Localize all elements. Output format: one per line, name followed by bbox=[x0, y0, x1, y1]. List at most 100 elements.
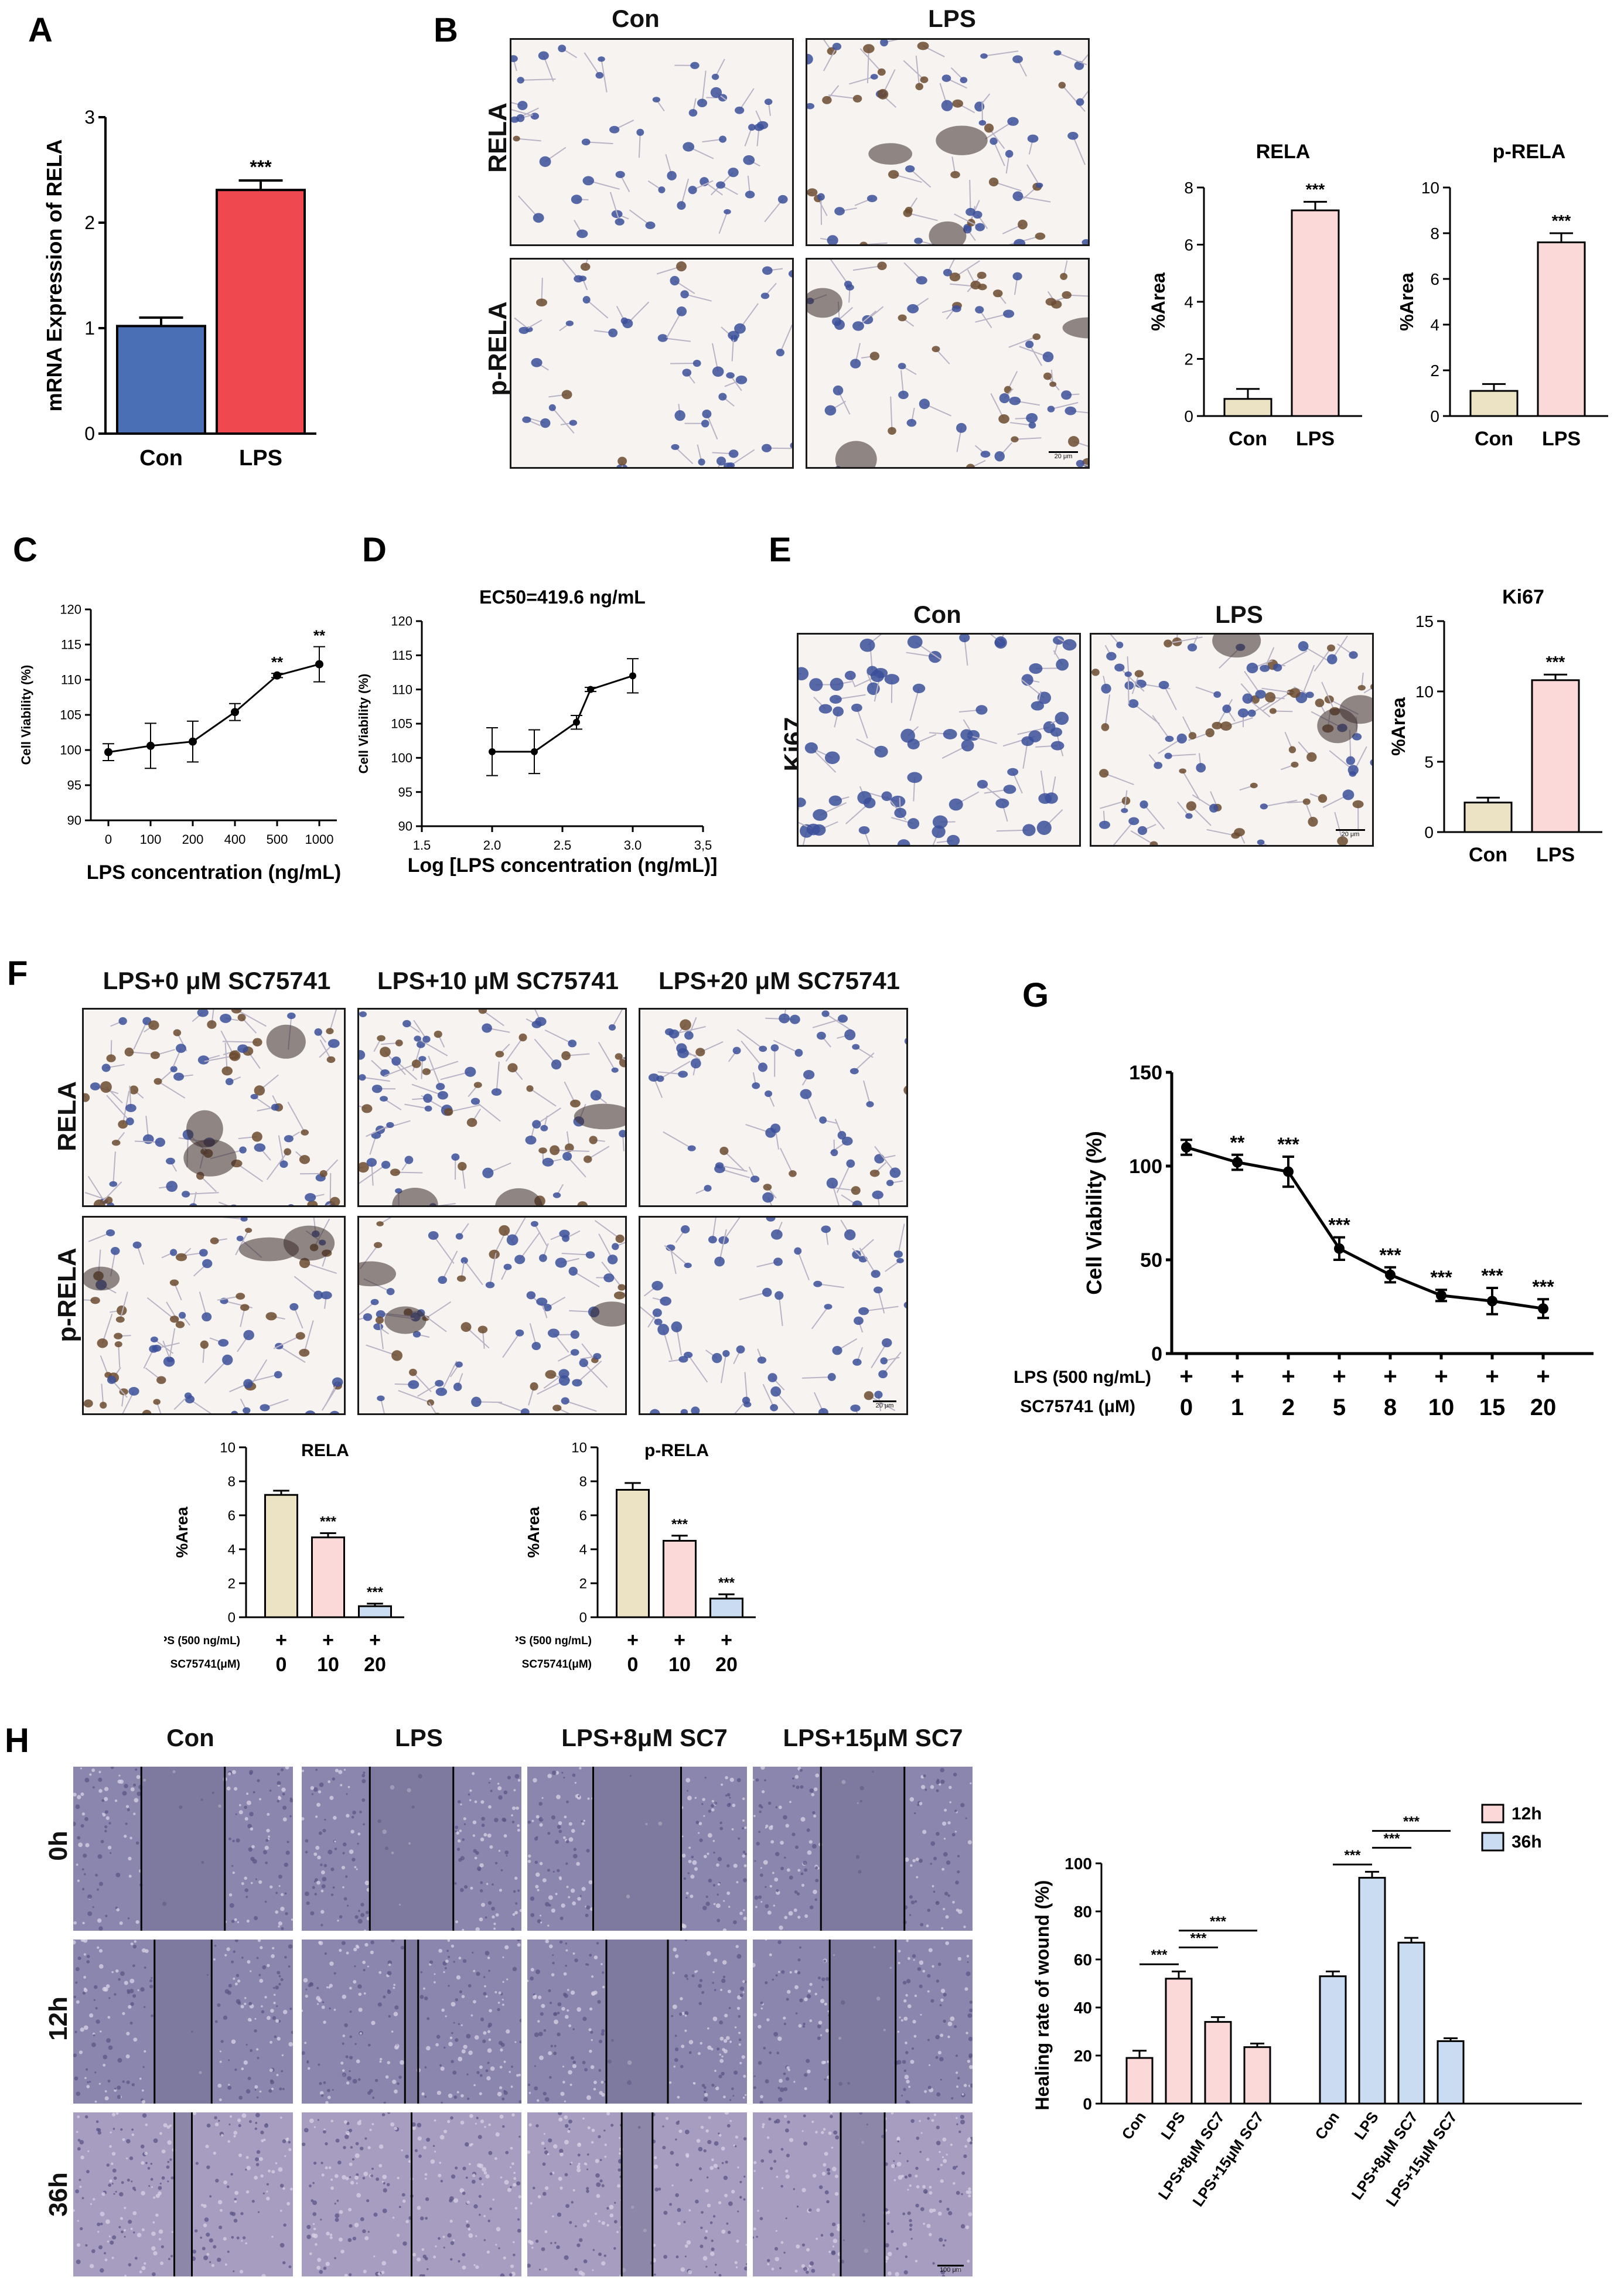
cell-nucleus bbox=[239, 1146, 247, 1154]
micrograph-f-20-prela bbox=[639, 1216, 908, 1415]
cell-dot bbox=[777, 2087, 780, 2090]
cell-dot bbox=[965, 1817, 967, 1819]
cell-dot bbox=[583, 2259, 588, 2264]
cell-dot bbox=[722, 2048, 725, 2051]
cell-dot bbox=[576, 1862, 581, 1866]
cell-dot bbox=[742, 2097, 745, 2099]
cell-dot bbox=[271, 2235, 274, 2238]
cell-nucleus bbox=[878, 1370, 888, 1379]
cell-nucleus bbox=[636, 128, 644, 136]
cell-dot bbox=[945, 1915, 949, 1919]
cell-dot bbox=[824, 2002, 827, 2006]
cell-dot bbox=[73, 1821, 76, 1826]
cell-dot bbox=[480, 1837, 485, 1842]
cell-dot bbox=[79, 2050, 83, 2054]
cell-dot bbox=[286, 1840, 289, 1843]
cell-dot bbox=[278, 1874, 282, 1879]
cell-dot bbox=[753, 1815, 756, 1817]
cell-dot bbox=[305, 1850, 308, 1854]
cell-dot bbox=[619, 2137, 621, 2139]
wound-texture bbox=[527, 1940, 747, 2104]
cell-dot bbox=[235, 1813, 237, 1815]
cell-dot bbox=[289, 2187, 293, 2191]
cell-dot bbox=[76, 2243, 80, 2247]
cell-dot bbox=[340, 2249, 344, 2254]
cell-dot bbox=[706, 1951, 711, 1956]
cell-dot bbox=[317, 2258, 322, 2262]
x-tick-label: LPS+15μM SC7 bbox=[1189, 2108, 1267, 2210]
cell-dot bbox=[255, 1878, 258, 1880]
cell-dot bbox=[473, 2264, 476, 2266]
cell-process bbox=[907, 212, 938, 221]
cell-dot bbox=[206, 2252, 210, 2256]
cell-dot bbox=[919, 1984, 923, 1988]
cell-dot bbox=[568, 1896, 571, 1899]
cell-dot bbox=[125, 2157, 128, 2160]
cell-nucleus bbox=[260, 1404, 270, 1412]
cell-dot bbox=[383, 2188, 387, 2193]
cell-dot bbox=[684, 1974, 688, 1978]
cell-dot bbox=[401, 2193, 405, 2197]
cell-dot bbox=[479, 1863, 484, 1867]
cell-dot bbox=[578, 1795, 580, 1798]
cell-dot bbox=[683, 2221, 686, 2224]
cell-dot bbox=[341, 1941, 346, 1945]
cell-dot bbox=[460, 1856, 465, 1860]
cell-nucleus bbox=[1326, 654, 1338, 664]
cell-dot bbox=[337, 2160, 342, 2165]
panel-h-row-0h: 0h bbox=[44, 1831, 73, 1861]
cell-dot bbox=[824, 2190, 829, 2195]
cell-dot bbox=[511, 1806, 516, 1811]
cell-dot bbox=[228, 2084, 230, 2086]
cell-dot bbox=[387, 1971, 392, 1976]
cell-dot bbox=[501, 2003, 504, 2006]
cell-dot bbox=[920, 2207, 924, 2211]
wound-texture bbox=[73, 1940, 293, 2104]
y-tick-label: 0 bbox=[1430, 407, 1439, 425]
cell-nucleus bbox=[676, 306, 687, 316]
cell-nucleus bbox=[1128, 699, 1139, 708]
cell-dot bbox=[261, 2010, 265, 2013]
cell-dot bbox=[139, 2270, 142, 2274]
cell-dot bbox=[269, 1885, 273, 1889]
cell-dot bbox=[674, 2047, 679, 2051]
cell-dot bbox=[557, 2032, 561, 2037]
dose-label: 20 bbox=[364, 1654, 386, 1676]
cell-dot bbox=[830, 2233, 834, 2237]
cell-dot bbox=[390, 1785, 395, 1790]
cell-nucleus bbox=[975, 306, 984, 313]
cell-dot bbox=[940, 1780, 945, 1784]
cell-process bbox=[1130, 830, 1154, 845]
cell-dot bbox=[241, 2067, 244, 2071]
cell-nucleus bbox=[844, 281, 852, 288]
cell-dot bbox=[539, 2055, 544, 2060]
cell-nucleus bbox=[775, 1291, 784, 1300]
cell-dot bbox=[766, 2136, 770, 2139]
cell-dot bbox=[95, 2120, 99, 2124]
cell-dot bbox=[129, 1989, 134, 1993]
cell-dot bbox=[913, 1959, 915, 1961]
cell-process bbox=[438, 1203, 456, 1205]
cell-dot bbox=[513, 2241, 515, 2244]
cell-nucleus bbox=[880, 40, 888, 47]
cell-dot bbox=[448, 2093, 453, 2098]
cell-dot bbox=[458, 2023, 460, 2025]
cell-process bbox=[544, 1030, 573, 1044]
cell-dot bbox=[912, 2020, 916, 2024]
cell-dot bbox=[236, 1974, 240, 1977]
cell-dot bbox=[480, 1800, 485, 1804]
significance-mark: *** bbox=[320, 1514, 337, 1529]
cell-dot bbox=[397, 2082, 400, 2085]
cell-dot bbox=[217, 2003, 221, 2007]
cell-dot bbox=[909, 2218, 912, 2223]
cell-dot bbox=[312, 1886, 315, 1889]
cell-dot bbox=[885, 2243, 889, 2248]
cell-dot bbox=[961, 2171, 965, 2175]
cell-dot bbox=[323, 2020, 326, 2024]
cell-dot bbox=[453, 2198, 459, 2203]
cell-dot bbox=[948, 2211, 953, 2216]
cell-nucleus bbox=[471, 1396, 482, 1407]
cell-dot bbox=[780, 1840, 784, 1845]
cell-dot bbox=[527, 1820, 531, 1824]
cell-dot bbox=[503, 2060, 506, 2063]
